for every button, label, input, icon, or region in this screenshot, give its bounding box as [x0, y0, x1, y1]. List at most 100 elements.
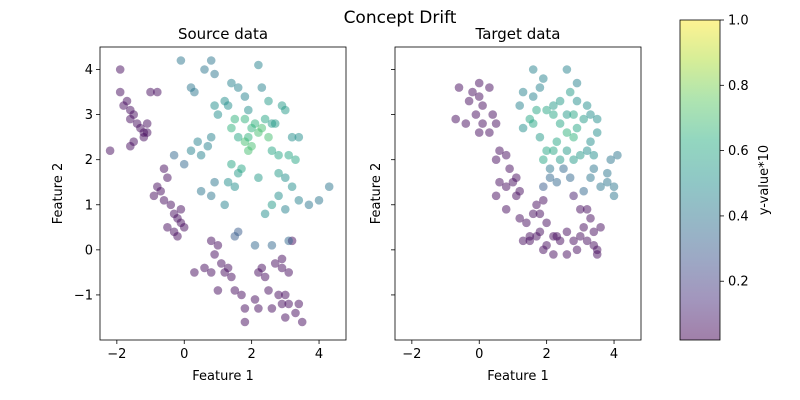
x-tick-label: 0 — [475, 347, 483, 362]
subplot-title: Source data — [178, 25, 268, 43]
data-point — [163, 173, 172, 182]
data-point — [233, 132, 243, 142]
data-point — [257, 263, 267, 273]
data-point — [491, 191, 501, 201]
data-point — [569, 155, 578, 164]
data-point — [277, 254, 287, 264]
data-point — [115, 87, 125, 97]
data-point — [539, 245, 548, 255]
data-point — [156, 186, 165, 196]
data-point — [576, 150, 585, 160]
data-point — [525, 232, 535, 241]
data-point — [464, 96, 474, 106]
data-point — [287, 132, 297, 142]
data-point — [284, 236, 294, 246]
data-point — [539, 74, 548, 83]
data-point — [555, 96, 565, 106]
data-point — [539, 196, 548, 205]
data-point — [223, 263, 233, 273]
data-point — [210, 177, 219, 187]
data-point — [609, 182, 619, 191]
x-tick-label: −2 — [107, 347, 126, 362]
data-point — [270, 259, 280, 268]
data-point — [579, 223, 588, 232]
data-point — [277, 299, 287, 309]
data-point — [274, 191, 283, 201]
data-point — [247, 123, 256, 133]
data-point — [501, 205, 511, 214]
data-point — [210, 250, 219, 259]
data-point — [324, 182, 334, 191]
data-point — [210, 101, 219, 110]
data-point — [176, 205, 186, 214]
data-point — [579, 186, 588, 196]
data-point — [159, 164, 169, 173]
colorbar-tick-label: 0.8 — [728, 79, 749, 94]
data-point — [488, 110, 498, 119]
data-point — [552, 177, 562, 187]
data-point — [294, 132, 304, 142]
axes-frame — [99, 46, 347, 341]
data-point — [213, 241, 223, 250]
data-point — [200, 65, 209, 74]
data-point — [284, 150, 294, 160]
data-point — [294, 299, 304, 309]
data-point — [478, 119, 487, 128]
data-point — [149, 191, 159, 201]
data-point — [267, 146, 277, 155]
figure-title: Concept Drift — [344, 8, 457, 28]
data-point — [582, 101, 592, 110]
data-point — [260, 114, 270, 124]
data-point — [559, 164, 568, 173]
data-point — [142, 119, 152, 128]
data-point — [257, 83, 267, 92]
data-point — [223, 177, 233, 187]
data-point — [576, 205, 585, 214]
data-point — [291, 155, 300, 164]
data-point — [163, 223, 172, 232]
colorbar-tick-label: 0.2 — [728, 275, 749, 290]
data-point — [294, 196, 304, 205]
data-point — [281, 205, 290, 214]
data-point — [277, 263, 287, 273]
data-point — [233, 83, 243, 92]
data-point — [545, 173, 555, 182]
data-point — [596, 223, 605, 232]
x-tick-label: 4 — [610, 347, 618, 362]
data-point — [505, 164, 514, 173]
data-point — [267, 304, 277, 313]
data-point — [196, 150, 206, 160]
data-point — [565, 173, 575, 182]
x-tick-label: 4 — [315, 347, 323, 362]
y-tick-label: −1 — [74, 288, 93, 303]
data-point — [264, 132, 273, 142]
data-point — [532, 105, 541, 115]
data-point — [592, 114, 602, 124]
data-point — [233, 227, 243, 237]
data-point — [250, 241, 260, 250]
data-point — [223, 101, 233, 110]
data-point — [250, 295, 260, 304]
colorbar-ticks: 0.2 0.4 0.6 0.8 1.0 — [720, 14, 749, 290]
data-point — [267, 200, 277, 210]
data-point — [126, 114, 135, 124]
data-point — [237, 290, 246, 300]
y-tick-label: 2 — [85, 153, 93, 168]
data-point — [528, 92, 538, 101]
colorbar-tick-label: 1.0 — [728, 14, 749, 29]
data-point — [572, 96, 582, 106]
data-point — [535, 83, 545, 92]
data-point — [281, 290, 290, 300]
data-point — [200, 263, 209, 273]
data-point — [186, 146, 196, 155]
data-point — [495, 146, 504, 155]
data-point — [518, 123, 528, 133]
y-axis-label: Feature 2 — [369, 163, 384, 225]
data-point — [173, 232, 182, 241]
data-point — [589, 164, 599, 173]
y-tick-label: 4 — [85, 63, 93, 78]
data-point — [206, 236, 216, 246]
data-point — [539, 182, 548, 191]
data-point — [603, 177, 612, 187]
data-point — [589, 227, 599, 237]
